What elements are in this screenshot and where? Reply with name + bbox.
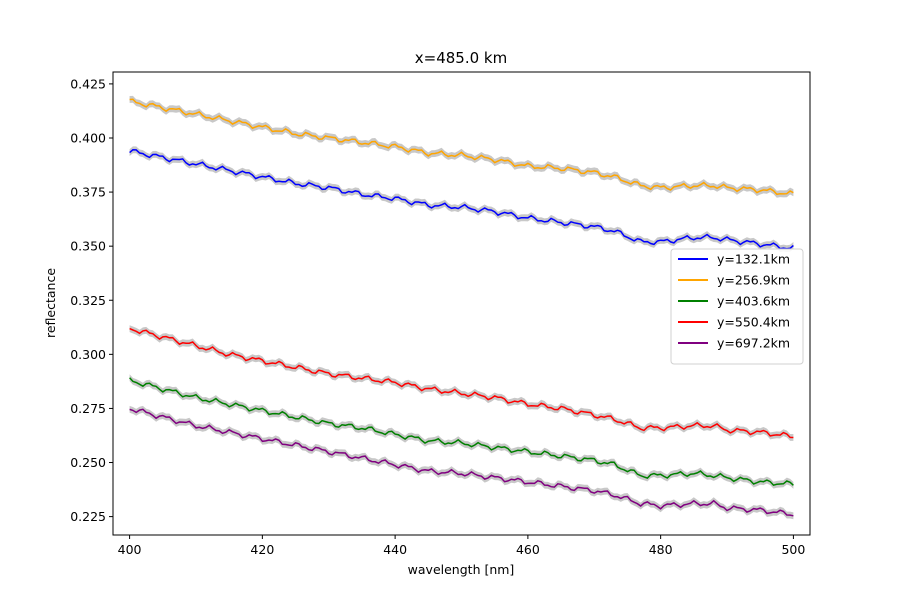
legend-label: y=132.1km xyxy=(717,252,790,267)
x-tick-label: 400 xyxy=(118,542,142,557)
legend-label: y=697.2km xyxy=(717,336,790,351)
x-axis-title: wavelength [nm] xyxy=(408,562,515,577)
series-line-4 xyxy=(129,327,794,439)
y-tick-label: 0.300 xyxy=(70,347,106,362)
band-1 xyxy=(129,146,794,253)
band-4 xyxy=(129,325,794,441)
series-line-3 xyxy=(129,377,794,487)
x-tick-label: 440 xyxy=(383,542,407,557)
series-line-2 xyxy=(129,98,794,196)
y-tick-label: 0.425 xyxy=(70,76,106,91)
legend-label: y=403.6km xyxy=(717,294,790,309)
x-tick-label: 480 xyxy=(649,542,673,557)
chart-title: x=485.0 km xyxy=(415,49,507,67)
y-tick-label: 0.225 xyxy=(70,509,106,524)
y-tick-label: 0.250 xyxy=(70,455,106,470)
x-tick-label: 420 xyxy=(250,542,274,557)
plot-frame xyxy=(112,71,811,536)
x-tick-label: 460 xyxy=(516,542,540,557)
y-tick-label: 0.275 xyxy=(70,401,106,416)
band-5 xyxy=(129,405,794,520)
series-line-5 xyxy=(129,408,794,517)
series-lines xyxy=(129,98,794,517)
y-tick-label: 0.350 xyxy=(70,239,106,254)
series-line-1 xyxy=(129,149,794,250)
x-axis: 400 420 440 460 480 500 xyxy=(118,535,805,557)
y-axis-title: reflectance xyxy=(43,268,58,338)
x-tick-label: 500 xyxy=(781,542,805,557)
y-tick-label: 0.325 xyxy=(70,293,106,308)
y-tick-label: 0.375 xyxy=(70,185,106,200)
band-2 xyxy=(129,95,794,198)
legend: y=132.1km y=256.9km y=403.6km y=550.4km y=69… xyxy=(670,248,804,365)
legend-box xyxy=(670,248,804,365)
y-axis: 0.225 0.250 0.275 0.300 0.325 0.350 0.375 0.400… xyxy=(70,76,113,524)
y-tick-label: 0.400 xyxy=(70,130,106,145)
legend-label: y=550.4km xyxy=(717,315,790,330)
legend-label: y=256.9km xyxy=(717,273,790,288)
